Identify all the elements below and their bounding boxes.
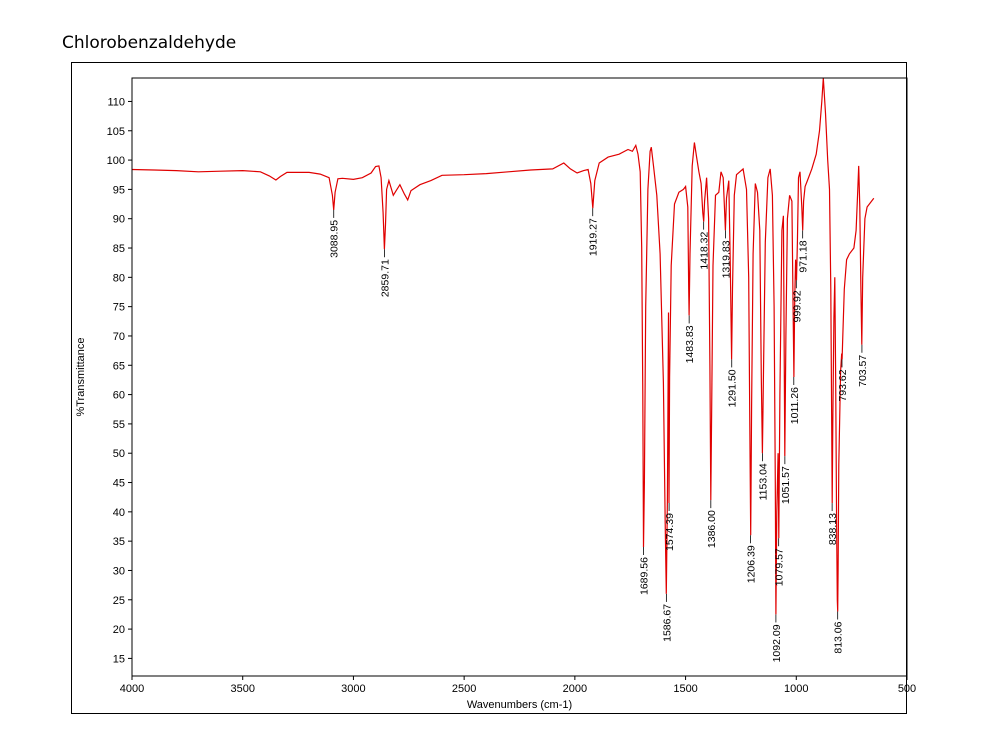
- peak-label: 1011.26: [789, 387, 801, 424]
- peak-label: 1206.39: [746, 545, 758, 583]
- y-tick-label: 80: [113, 272, 125, 284]
- peak-label: 1153.04: [757, 463, 769, 500]
- y-tick-label: 45: [113, 478, 125, 490]
- peak-label: 1418.32: [699, 231, 711, 269]
- x-tick-label: 1500: [673, 683, 697, 695]
- y-tick-label: 95: [113, 184, 125, 196]
- y-tick-label: 30: [113, 565, 125, 577]
- y-tick-label: 35: [113, 536, 125, 548]
- page-title: Chlorobenzaldehyde: [62, 33, 237, 53]
- peak-label: 3088.95: [329, 220, 341, 258]
- peak-label: 813.06: [833, 621, 845, 653]
- y-tick-label: 90: [113, 214, 125, 226]
- y-tick-label: 55: [113, 419, 125, 431]
- y-tick-label: 105: [107, 126, 125, 138]
- y-tick-label: 75: [113, 302, 125, 314]
- y-tick-label: 40: [113, 507, 125, 519]
- spectrum-line: [131, 77, 875, 615]
- peak-label: 1092.09: [771, 624, 783, 662]
- x-axis: 4000 3500 3000 2500 2000 1500 1000 500: [120, 676, 916, 695]
- x-tick-label: 500: [898, 683, 916, 695]
- plot-frame: [131, 77, 908, 677]
- peak-label: 1574.39: [664, 513, 676, 551]
- peak-label: 999.92: [791, 290, 803, 322]
- y-tick-label: 50: [113, 448, 125, 460]
- peak-label: 703.57: [857, 355, 869, 387]
- x-axis-label: Wavenumbers (cm-1): [467, 699, 572, 711]
- peak-label: 1051.57: [780, 466, 792, 504]
- y-tick-label: 110: [107, 96, 125, 108]
- y-tick-label: 85: [113, 243, 125, 255]
- x-tick-label: 2000: [563, 683, 587, 695]
- y-tick-label: 60: [113, 390, 125, 402]
- peak-label: 2859.71: [379, 259, 391, 297]
- y-axis: 15 20 25 30 35 40 45 50 55 60 65 70 75 80 85 90 95 100 105…: [107, 96, 132, 665]
- x-tick-label: 3500: [230, 683, 254, 695]
- x-tick-label: 3000: [341, 683, 365, 695]
- y-tick-label: 25: [113, 595, 125, 607]
- peak-label: 1919.27: [588, 218, 600, 256]
- x-tick-label: 2500: [452, 683, 476, 695]
- peak-label: 1586.67: [661, 604, 673, 642]
- peak-labels: 3088.95 2859.71 1919.27 1689.56 1586.67 1574.…: [329, 208, 869, 662]
- x-tick-label: 4000: [120, 683, 144, 695]
- peak-label: 1689.56: [639, 557, 651, 595]
- x-tick-label: 1000: [784, 683, 808, 695]
- y-tick-label: 15: [113, 653, 125, 665]
- y-tick-label: 20: [113, 624, 125, 636]
- y-axis-label: %Transmittance: [75, 337, 87, 416]
- peak-label: 793.62: [837, 369, 849, 401]
- peak-label: 1291.50: [727, 369, 739, 407]
- peak-label: 971.18: [798, 240, 810, 272]
- peak-label: 1079.57: [774, 548, 786, 586]
- peak-label: 1483.83: [684, 325, 696, 363]
- y-tick-label: 70: [113, 331, 125, 343]
- peak-label: 838.13: [827, 513, 839, 545]
- peak-label: 1319.83: [720, 240, 732, 278]
- y-tick-label: 65: [113, 360, 125, 372]
- y-tick-label: 100: [107, 155, 125, 167]
- peak-label: 1386.00: [706, 510, 718, 548]
